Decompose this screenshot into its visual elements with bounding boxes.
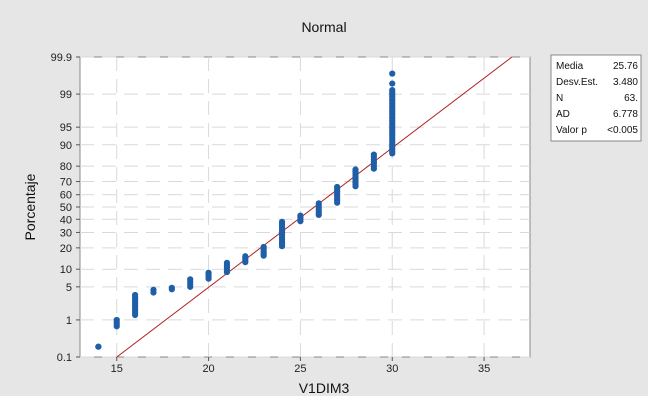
data-points [95,70,396,350]
grid [80,56,530,358]
data-point [132,311,139,319]
y-tick-label: 90 [60,140,72,152]
stat-label-pvalue: Valor p [556,125,587,136]
data-point [242,259,249,266]
x-tick-label: 20 [202,363,214,375]
data-point [95,343,102,350]
y-tick-label: 0.1 [57,352,72,364]
x-tick-label: 25 [294,363,306,375]
stat-value-media: 25.76 [613,61,638,72]
y-tick-label: 50 [60,202,72,214]
y-tick-label: 70 [60,177,72,189]
data-point [223,268,231,276]
data-point [389,80,396,87]
data-point [297,218,304,225]
stat-value-ad: 6.778 [613,109,638,120]
y-tick-label: 30 [60,227,72,239]
data-point [168,286,175,293]
x-tick-label: 15 [111,363,123,375]
x-axis-ticks: 15 20 25 30 35 [111,357,490,375]
fitted-normal-line [116,56,513,358]
data-point [334,199,341,206]
data-point [113,323,120,330]
data-point [315,211,322,219]
data-point [278,243,286,250]
stat-label-stdev: Desv.Est. [556,77,598,88]
y-tick-label: 95 [60,122,72,134]
data-point [370,165,377,172]
data-point [389,150,396,157]
stat-value-pvalue: <0.005 [607,125,638,136]
chart-title: Normal [301,19,346,35]
stat-label-ad: AD [556,109,570,120]
y-tick-label: 99 [60,89,72,101]
y-tick-label: 80 [60,161,72,173]
stat-label-media: Media [556,61,584,72]
fit-line-group [116,56,513,358]
y-tick-label: 10 [60,264,72,276]
data-point [389,70,396,77]
x-axis-title: V1DIM3 [299,380,350,396]
stat-value-stdev: 3.480 [613,77,638,88]
stats-legend-box [550,54,642,142]
stat-value-n: 63. [624,93,638,104]
y-tick-label: 20 [60,243,72,255]
y-tick-label: 40 [60,214,72,226]
y-tick-label: 60 [60,190,72,202]
data-point [150,289,157,296]
y-tick-label: 5 [66,282,72,294]
data-point [187,283,194,290]
data-point [205,275,212,282]
y-tick-label: 1 [66,315,72,327]
x-tick-label: 30 [386,363,398,375]
y-axis-title: Porcentaje [22,173,38,240]
data-point [352,183,359,190]
stats-legend: Media 25.76 Desv.Est. 3.480 N 63. AD 6.7… [550,54,642,142]
stat-label-n: N [556,93,563,104]
data-point [260,252,267,259]
y-tick-label: 99.9 [51,52,72,64]
x-tick-label: 35 [478,363,490,375]
